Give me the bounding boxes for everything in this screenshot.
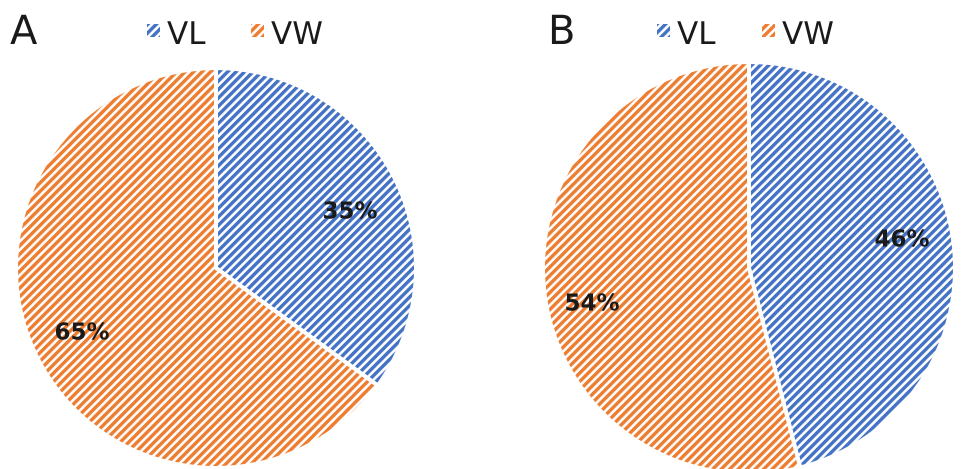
legend-label-vl-a: VL [167, 16, 206, 52]
pie-slice-vw-b [541, 60, 803, 469]
legend-b: VL VW [657, 16, 834, 52]
pie-chart-a: A VL VW 35% 65% [10, 8, 418, 469]
legend-label-vw-a: VW [271, 16, 323, 52]
pie-slice-vw-a [14, 66, 380, 469]
legend-swatch-vl-b [657, 24, 670, 37]
pie-slice-vl-a [214, 66, 418, 388]
legend-swatch-vw-a [251, 24, 264, 37]
pie-slice-vl-b [747, 60, 957, 469]
data-label-vw-b: 54% [564, 291, 619, 317]
legend-swatch-vw-b [762, 24, 775, 37]
data-labels-a: 35% 65% [54, 199, 377, 346]
pie-chart-b: B VL VW 46% 54% [541, 8, 957, 469]
data-label-vw-a: 65% [54, 320, 109, 346]
legend-label-vl-b: VL [677, 16, 716, 52]
slices-b [541, 60, 957, 469]
slices-a [14, 66, 418, 469]
legend-a: VL VW [147, 16, 323, 52]
data-labels-b: 46% 54% [564, 227, 929, 317]
data-label-vl-b: 46% [874, 227, 929, 253]
data-label-vl-a: 35% [322, 199, 377, 225]
panel-label-b: B [548, 8, 575, 54]
panel-label-a: A [10, 8, 38, 54]
legend-swatch-vl-a [147, 24, 160, 37]
legend-label-vw-b: VW [782, 16, 834, 52]
